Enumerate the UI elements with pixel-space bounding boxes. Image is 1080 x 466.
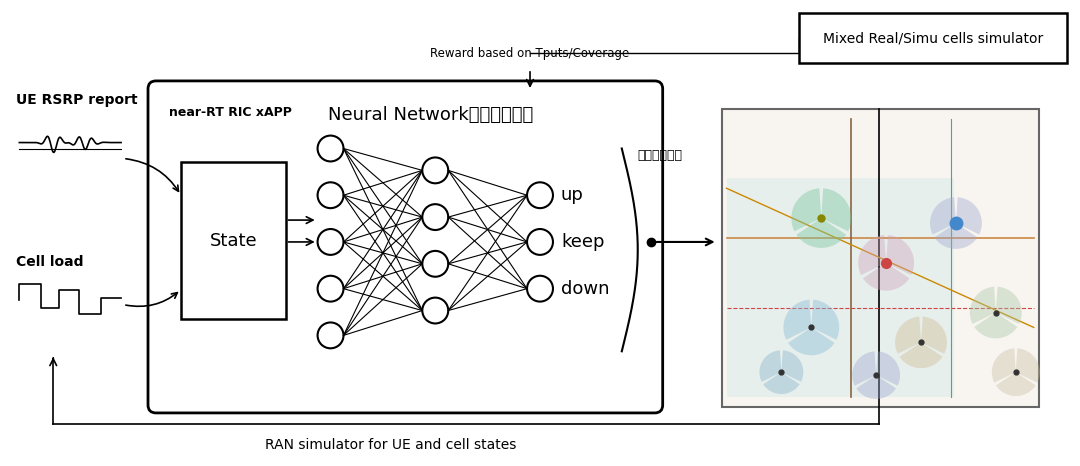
- Polygon shape: [796, 218, 846, 248]
- Polygon shape: [1016, 349, 1040, 383]
- Polygon shape: [970, 287, 996, 324]
- Text: Cell load: Cell load: [16, 255, 84, 269]
- Polygon shape: [900, 343, 943, 368]
- Polygon shape: [895, 316, 921, 354]
- Polygon shape: [792, 188, 821, 231]
- Text: down: down: [561, 280, 609, 298]
- Text: Reward based on Tputs/Coverage: Reward based on Tputs/Coverage: [431, 47, 630, 60]
- Polygon shape: [783, 300, 811, 340]
- Bar: [799, 14, 1067, 63]
- Bar: [727, 178, 954, 397]
- Bar: [721, 109, 1039, 407]
- Polygon shape: [859, 235, 886, 275]
- Polygon shape: [856, 375, 896, 399]
- Text: Neural Network（神经网络）: Neural Network（神经网络）: [327, 106, 532, 124]
- Polygon shape: [764, 372, 799, 394]
- Polygon shape: [781, 350, 804, 382]
- Text: near-RT RIC xAPP: near-RT RIC xAPP: [168, 106, 292, 119]
- Polygon shape: [863, 263, 909, 291]
- Bar: [181, 163, 285, 320]
- Text: UE RSRP report: UE RSRP report: [16, 93, 138, 107]
- FancyBboxPatch shape: [148, 81, 663, 413]
- Polygon shape: [930, 197, 956, 234]
- Text: State: State: [210, 232, 257, 250]
- Polygon shape: [934, 223, 977, 249]
- Text: RAN simulator for UE and cell states: RAN simulator for UE and cell states: [265, 438, 516, 452]
- Polygon shape: [974, 313, 1017, 338]
- Polygon shape: [956, 197, 982, 234]
- Polygon shape: [821, 188, 851, 231]
- Polygon shape: [876, 351, 900, 386]
- Polygon shape: [996, 287, 1022, 324]
- Polygon shape: [921, 316, 947, 354]
- Polygon shape: [996, 372, 1036, 396]
- Text: keep: keep: [561, 233, 605, 251]
- Text: 切换门限调整: 切换门限调整: [638, 149, 683, 162]
- Polygon shape: [759, 350, 781, 382]
- Polygon shape: [886, 235, 914, 275]
- Polygon shape: [788, 328, 835, 355]
- Polygon shape: [852, 351, 876, 386]
- Text: up: up: [561, 186, 584, 204]
- Text: Mixed Real/Simu cells simulator: Mixed Real/Simu cells simulator: [823, 31, 1043, 45]
- Polygon shape: [811, 300, 839, 340]
- Polygon shape: [991, 349, 1016, 383]
